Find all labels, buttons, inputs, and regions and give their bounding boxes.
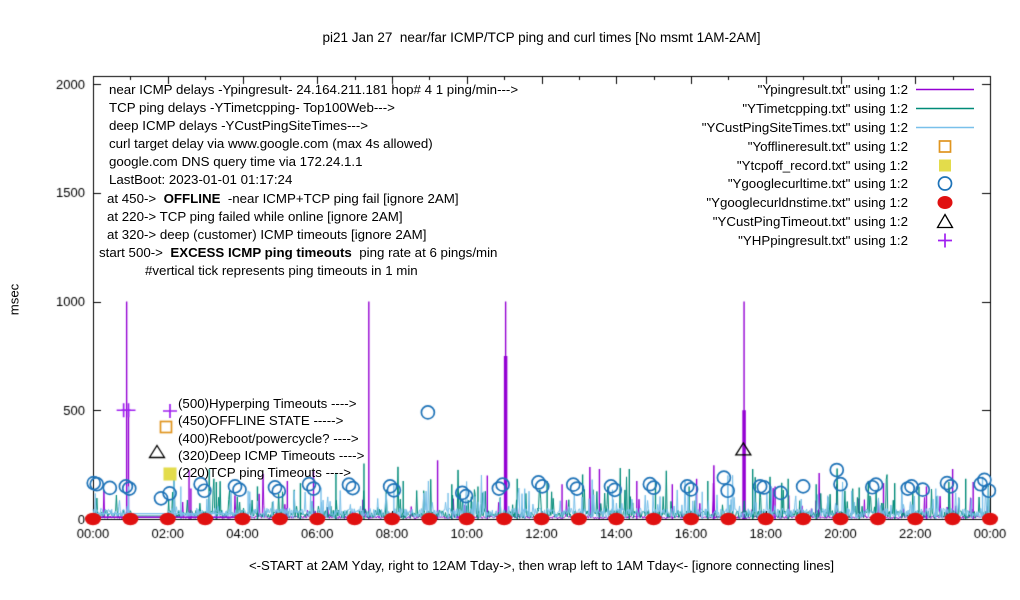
legend-item-label: "Ygooglecurldnstime.txt" using 1:2: [706, 195, 908, 211]
note-line: LastBoot: 2023-01-01 01:17:24: [109, 172, 293, 188]
y-axis-label: msec: [6, 283, 22, 316]
annotation-line: (500)Hyperping Timeouts ---->: [178, 396, 357, 411]
note-line: start 500-> EXCESS ICMP ping timeouts pi…: [99, 244, 498, 260]
legend-item: "Ypingresult.txt" using 1:2: [498, 80, 976, 99]
legend-item-label: "YHPpingresult.txt" using 1:2: [738, 233, 908, 249]
legend-item: "YHPpingresult.txt" using 1:2: [498, 231, 976, 250]
note-line: google.com DNS query time via 172.24.1.1: [109, 154, 363, 170]
legend-item-label: "Ytcpoff_record.txt" using 1:2: [736, 157, 908, 173]
legend-item-label: "Ypingresult.txt" using 1:2: [757, 81, 908, 97]
legend-swatch-open-triangle: [914, 212, 976, 231]
legend-swatch-line: [914, 99, 976, 118]
legend-swatch-line: [914, 80, 976, 99]
note-line: TCP ping delays -YTimetcpping- Top100Web…: [109, 100, 395, 116]
legend: "Ypingresult.txt" using 1:2 "YTimetcpping…: [498, 80, 976, 250]
legend-swatch-plus: [914, 231, 976, 250]
legend-item: "YTimetcpping.txt" using 1:2: [498, 99, 976, 118]
legend-swatch-open-square: [914, 137, 976, 156]
chart-title: pi21 Jan 27 near/far ICMP/TCP ping and c…: [322, 30, 761, 45]
legend-swatch-filled-square: [914, 156, 976, 175]
level-annotations: (500)Hyperping Timeouts ----> (450)OFFLI…: [178, 395, 364, 481]
legend-item: "Ygooglecurltime.txt" using 1:2: [498, 174, 976, 193]
note-line: near ICMP delays -Ypingresult- 24.164.21…: [109, 82, 519, 97]
note-line: curl target delay via www.google.com (ma…: [109, 136, 433, 152]
annotation-line: (220)TCP ping Timeouts ---->: [178, 465, 352, 481]
legend-swatch-line: [914, 118, 976, 137]
annotation-line: (450)OFFLINE STATE ----->: [178, 413, 344, 429]
plot-notes: near ICMP delays -Ypingresult- 24.164.21…: [99, 81, 518, 280]
legend-item-label: "YTimetcpping.txt" using 1:2: [742, 100, 908, 116]
legend-item-label: "Yofflineresult.txt" using 1:2: [747, 138, 908, 154]
note-line: #vertical tick represents ping timeouts …: [145, 262, 418, 278]
legend-item: "Yofflineresult.txt" using 1:2: [498, 137, 976, 156]
legend-item: "Ytcpoff_record.txt" using 1:2: [498, 156, 976, 175]
legend-item: "YCustPingSiteTimes.txt" using 1:2: [498, 118, 976, 137]
note-line: deep ICMP delays -YCustPingSiteTimes--->: [109, 118, 369, 134]
legend-item-label: "YCustPingTimeout.txt" using 1:2: [712, 214, 908, 230]
note-line: at 320-> deep (customer) ICMP timeouts […: [107, 226, 427, 242]
legend-item-label: "YCustPingSiteTimes.txt" using 1:2: [701, 119, 908, 135]
legend-item: "YCustPingTimeout.txt" using 1:2: [498, 212, 976, 231]
legend-item-label: "Ygooglecurltime.txt" using 1:2: [727, 176, 908, 192]
legend-swatch-open-circle: [914, 174, 976, 193]
note-line: at 450-> OFFLINE -near ICMP+TCP ping fai…: [107, 190, 459, 206]
legend-swatch-filled-circle: [914, 193, 976, 212]
annotation-line: (320)Deep ICMP Timeouts ---->: [178, 447, 365, 463]
note-line: at 220-> TCP ping failed while online [i…: [107, 208, 403, 224]
legend-item: "Ygooglecurldnstime.txt" using 1:2: [498, 193, 976, 212]
annotation-line: (400)Reboot/powercycle? ---->: [178, 430, 359, 446]
x-axis-label: <-START at 2AM Yday, right to 12AM Tday-…: [248, 558, 835, 573]
